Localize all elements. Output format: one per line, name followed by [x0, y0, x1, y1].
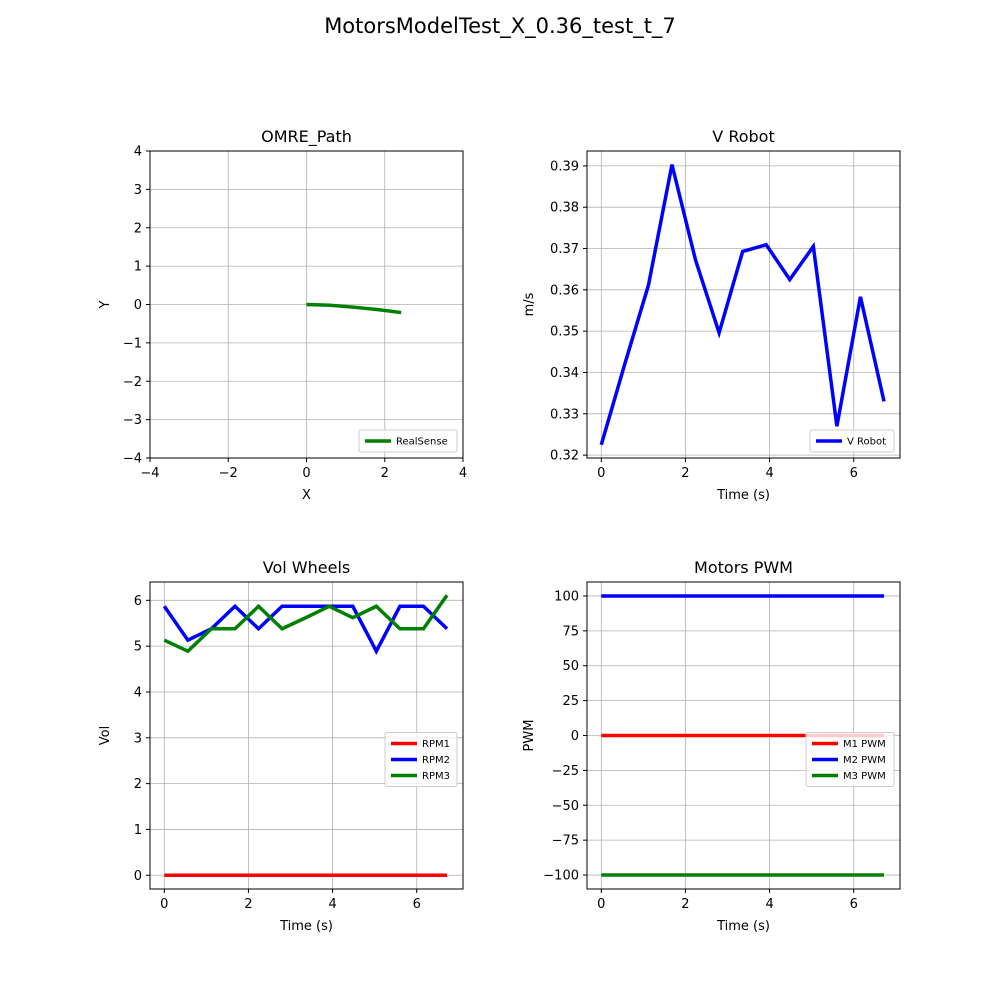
x-tick-label: 0 [160, 897, 168, 912]
x-tick-label: 4 [765, 466, 773, 481]
legend: RPM1 RPM2 RPM3 [384, 732, 458, 787]
y-tick-label: 1 [134, 260, 142, 275]
x-tick-label: 6 [850, 897, 858, 912]
subplot-3: 0 2 4 6 0 1 2 3 4 5 6 Vol Wheels Time (s) Vol RPM1 RPM2… [98, 558, 464, 934]
subplot-title: OMRE_Path [261, 127, 352, 147]
legend-box [358, 429, 458, 453]
subplot-title: Motors PWM [694, 558, 793, 577]
y-tick-label: 75 [562, 624, 579, 639]
x-axis-label: X [302, 488, 311, 503]
legend: M1 PWM M2 PWM M3 PWM [805, 732, 895, 787]
legend-label: RPM1 [422, 739, 450, 750]
x-tick-label: 2 [244, 897, 252, 912]
legend-box [809, 429, 895, 453]
x-tick-label: −2 [219, 466, 238, 481]
y-tick-label: 0.36 [550, 283, 579, 298]
legend-label: V Robot [847, 437, 886, 448]
legend: RealSense [358, 429, 458, 453]
legend-label: RPM2 [422, 755, 450, 766]
legend-label: M1 PWM [843, 739, 886, 750]
x-tick-label: 2 [681, 466, 689, 481]
y-tick-label: 100 [554, 589, 579, 604]
x-tick-label: 0 [302, 466, 310, 481]
x-tick-label: −4 [140, 466, 159, 481]
y-tick-label: 50 [562, 659, 579, 674]
legend-box [805, 732, 895, 787]
x-tick-label: 4 [765, 897, 773, 912]
y-axis-label: Vol [98, 726, 113, 745]
legend-box [384, 732, 458, 787]
y-tick-label: 1 [134, 823, 142, 838]
y-tick-label: −3 [123, 413, 142, 428]
y-tick-label: 0 [134, 298, 142, 313]
y-tick-label: 0.37 [550, 242, 579, 257]
y-tick-label: 3 [134, 731, 142, 746]
x-tick-label: 2 [381, 466, 389, 481]
x-axis-label: Time (s) [716, 919, 770, 934]
y-axis-label: PWM [522, 720, 537, 752]
y-tick-label: 0 [134, 869, 142, 884]
y-tick-label: −2 [123, 375, 142, 390]
y-tick-label: 3 [134, 183, 142, 198]
y-tick-label: 5 [134, 640, 142, 655]
y-tick-label: −50 [552, 799, 579, 814]
series-line-realsense [306, 302, 402, 315]
grid [587, 151, 900, 458]
y-tick-label: 0.32 [550, 449, 579, 464]
y-tick-label: 0.34 [550, 366, 579, 381]
y-tick-label: 0.33 [550, 407, 579, 422]
y-tick-label: 4 [134, 685, 142, 700]
x-tick-label: 2 [681, 897, 689, 912]
y-tick-label: −4 [123, 452, 142, 467]
axes-frame [586, 150, 901, 459]
y-tick-label: −75 [552, 834, 579, 849]
subplot-4: 0 2 4 6 −100 −75 −50 −25 0 25 50 75 100 Motors PWM Tim… [522, 558, 901, 934]
y-tick-label: 0 [571, 729, 579, 744]
legend-label: RealSense [396, 437, 448, 448]
x-axis-label: Time (s) [279, 919, 333, 934]
subplot-2: 0 2 4 6 0.32 0.33 0.34 0.35 0.36 0.37 0.38 0.39 V Ro… [522, 127, 901, 503]
x-tick-label: 0 [597, 466, 605, 481]
y-tick-label: 4 [134, 145, 142, 160]
y-axis-label: Y [98, 300, 113, 309]
y-tick-label: −100 [543, 869, 579, 884]
y-tick-label: −25 [552, 764, 579, 779]
series-line-v-robot [599, 164, 886, 446]
figure-title: MotorsModelTest_X_0.36_test_t_7 [324, 14, 676, 38]
y-tick-label: 0.38 [550, 201, 579, 216]
y-tick-label: 25 [562, 694, 579, 709]
x-tick-label: 0 [597, 897, 605, 912]
x-tick-label: 6 [850, 466, 858, 481]
x-tick-label: 4 [459, 466, 467, 481]
y-tick-label: 0.39 [550, 159, 579, 174]
y-tick-label: 6 [134, 594, 142, 609]
x-axis-label: Time (s) [716, 488, 770, 503]
axes-frame [149, 581, 464, 890]
y-tick-label: −1 [123, 336, 142, 351]
y-axis-label: m/s [522, 292, 537, 316]
x-tick-label: 4 [328, 897, 336, 912]
y-tick-label: 0.35 [550, 325, 579, 340]
subplot-title: V Robot [712, 127, 774, 146]
series-line-rpm3 [163, 594, 449, 654]
legend-label: RPM3 [422, 771, 450, 782]
y-tick-label: 2 [134, 777, 142, 792]
legend-label: M2 PWM [843, 755, 886, 766]
x-tick-label: 6 [413, 897, 421, 912]
legend: V Robot [809, 429, 895, 453]
y-tick-label: 2 [134, 221, 142, 236]
legend-label: M3 PWM [843, 771, 886, 782]
subplot-title: Vol Wheels [263, 558, 350, 577]
subplot-1: −4 −2 0 2 4 −4 −3 −2 −1 0 1 2 3 4 OMRE_Path X Y RealSense [98, 127, 467, 503]
